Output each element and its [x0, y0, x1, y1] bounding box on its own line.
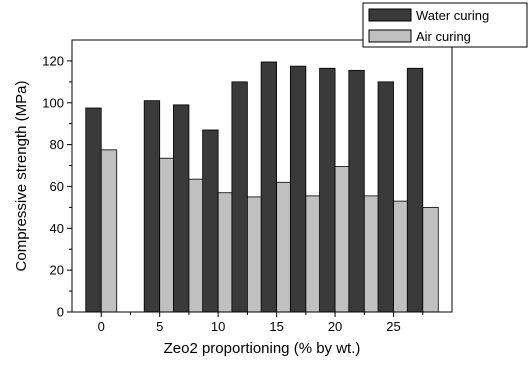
y-tick-label-120: 120	[42, 53, 64, 68]
bar-air-curing-11	[422, 206, 439, 313]
bar-water-curing-8	[319, 67, 336, 313]
bar-air-curing-5	[246, 196, 264, 313]
bar-air-curing-8	[334, 166, 351, 313]
x-tick-label-10: 10	[211, 319, 225, 334]
bar-air-curing-6	[276, 181, 293, 313]
x-tick-label-15: 15	[269, 319, 283, 334]
legend-swatch-water-curing	[368, 8, 412, 22]
legend: Water curing Air curing	[362, 2, 528, 48]
y-tick-label-20: 20	[50, 263, 64, 278]
bar-water-curing-6	[260, 61, 278, 313]
bar-air-curing-0	[100, 149, 118, 313]
y-tick-label-0: 0	[57, 305, 64, 320]
x-tick-label-20: 20	[328, 319, 342, 334]
y-tick-label-40: 40	[50, 221, 64, 236]
legend-label-water-curing: Water curing	[416, 8, 489, 23]
y-axis-title: Compressive strength (MPa)	[13, 81, 30, 272]
ticks-layer: 0 20 40 60 80 100 120 0 5 10 15 20 25	[42, 53, 424, 334]
y-tick-label-60: 60	[50, 179, 64, 194]
bar-water-curing-2	[143, 100, 161, 313]
bar-water-curing-5	[231, 81, 248, 313]
bar-water-curing-3	[173, 104, 190, 313]
bar-air-curing-7	[305, 195, 322, 313]
bar-air-curing-4	[217, 192, 235, 313]
bar-water-curing-4	[202, 129, 219, 313]
x-tick-label-0: 0	[98, 319, 105, 334]
legend-label-air-curing: Air curing	[416, 29, 471, 44]
bar-air-curing-10	[393, 200, 410, 313]
x-tick-label-5: 5	[156, 319, 163, 334]
x-tick-label-25: 25	[386, 319, 400, 334]
bar-air-curing-3	[188, 178, 205, 313]
bar-water-curing-0	[85, 107, 102, 313]
bar-water-curing-11	[406, 67, 424, 313]
bar-water-curing-9	[348, 69, 365, 313]
bar-air-curing-2	[159, 157, 176, 313]
x-axis-title: Zeo2 proportioning (% by wt.)	[164, 340, 361, 357]
legend-swatch-air-curing	[368, 29, 412, 43]
plot-frame	[71, 39, 453, 313]
bars-layer	[85, 61, 439, 313]
bar-water-curing-7	[289, 65, 307, 313]
y-tick-label-80: 80	[50, 137, 64, 152]
bar-water-curing-10	[377, 81, 394, 313]
y-tick-label-100: 100	[42, 95, 64, 110]
bar-air-curing-9	[363, 195, 381, 313]
